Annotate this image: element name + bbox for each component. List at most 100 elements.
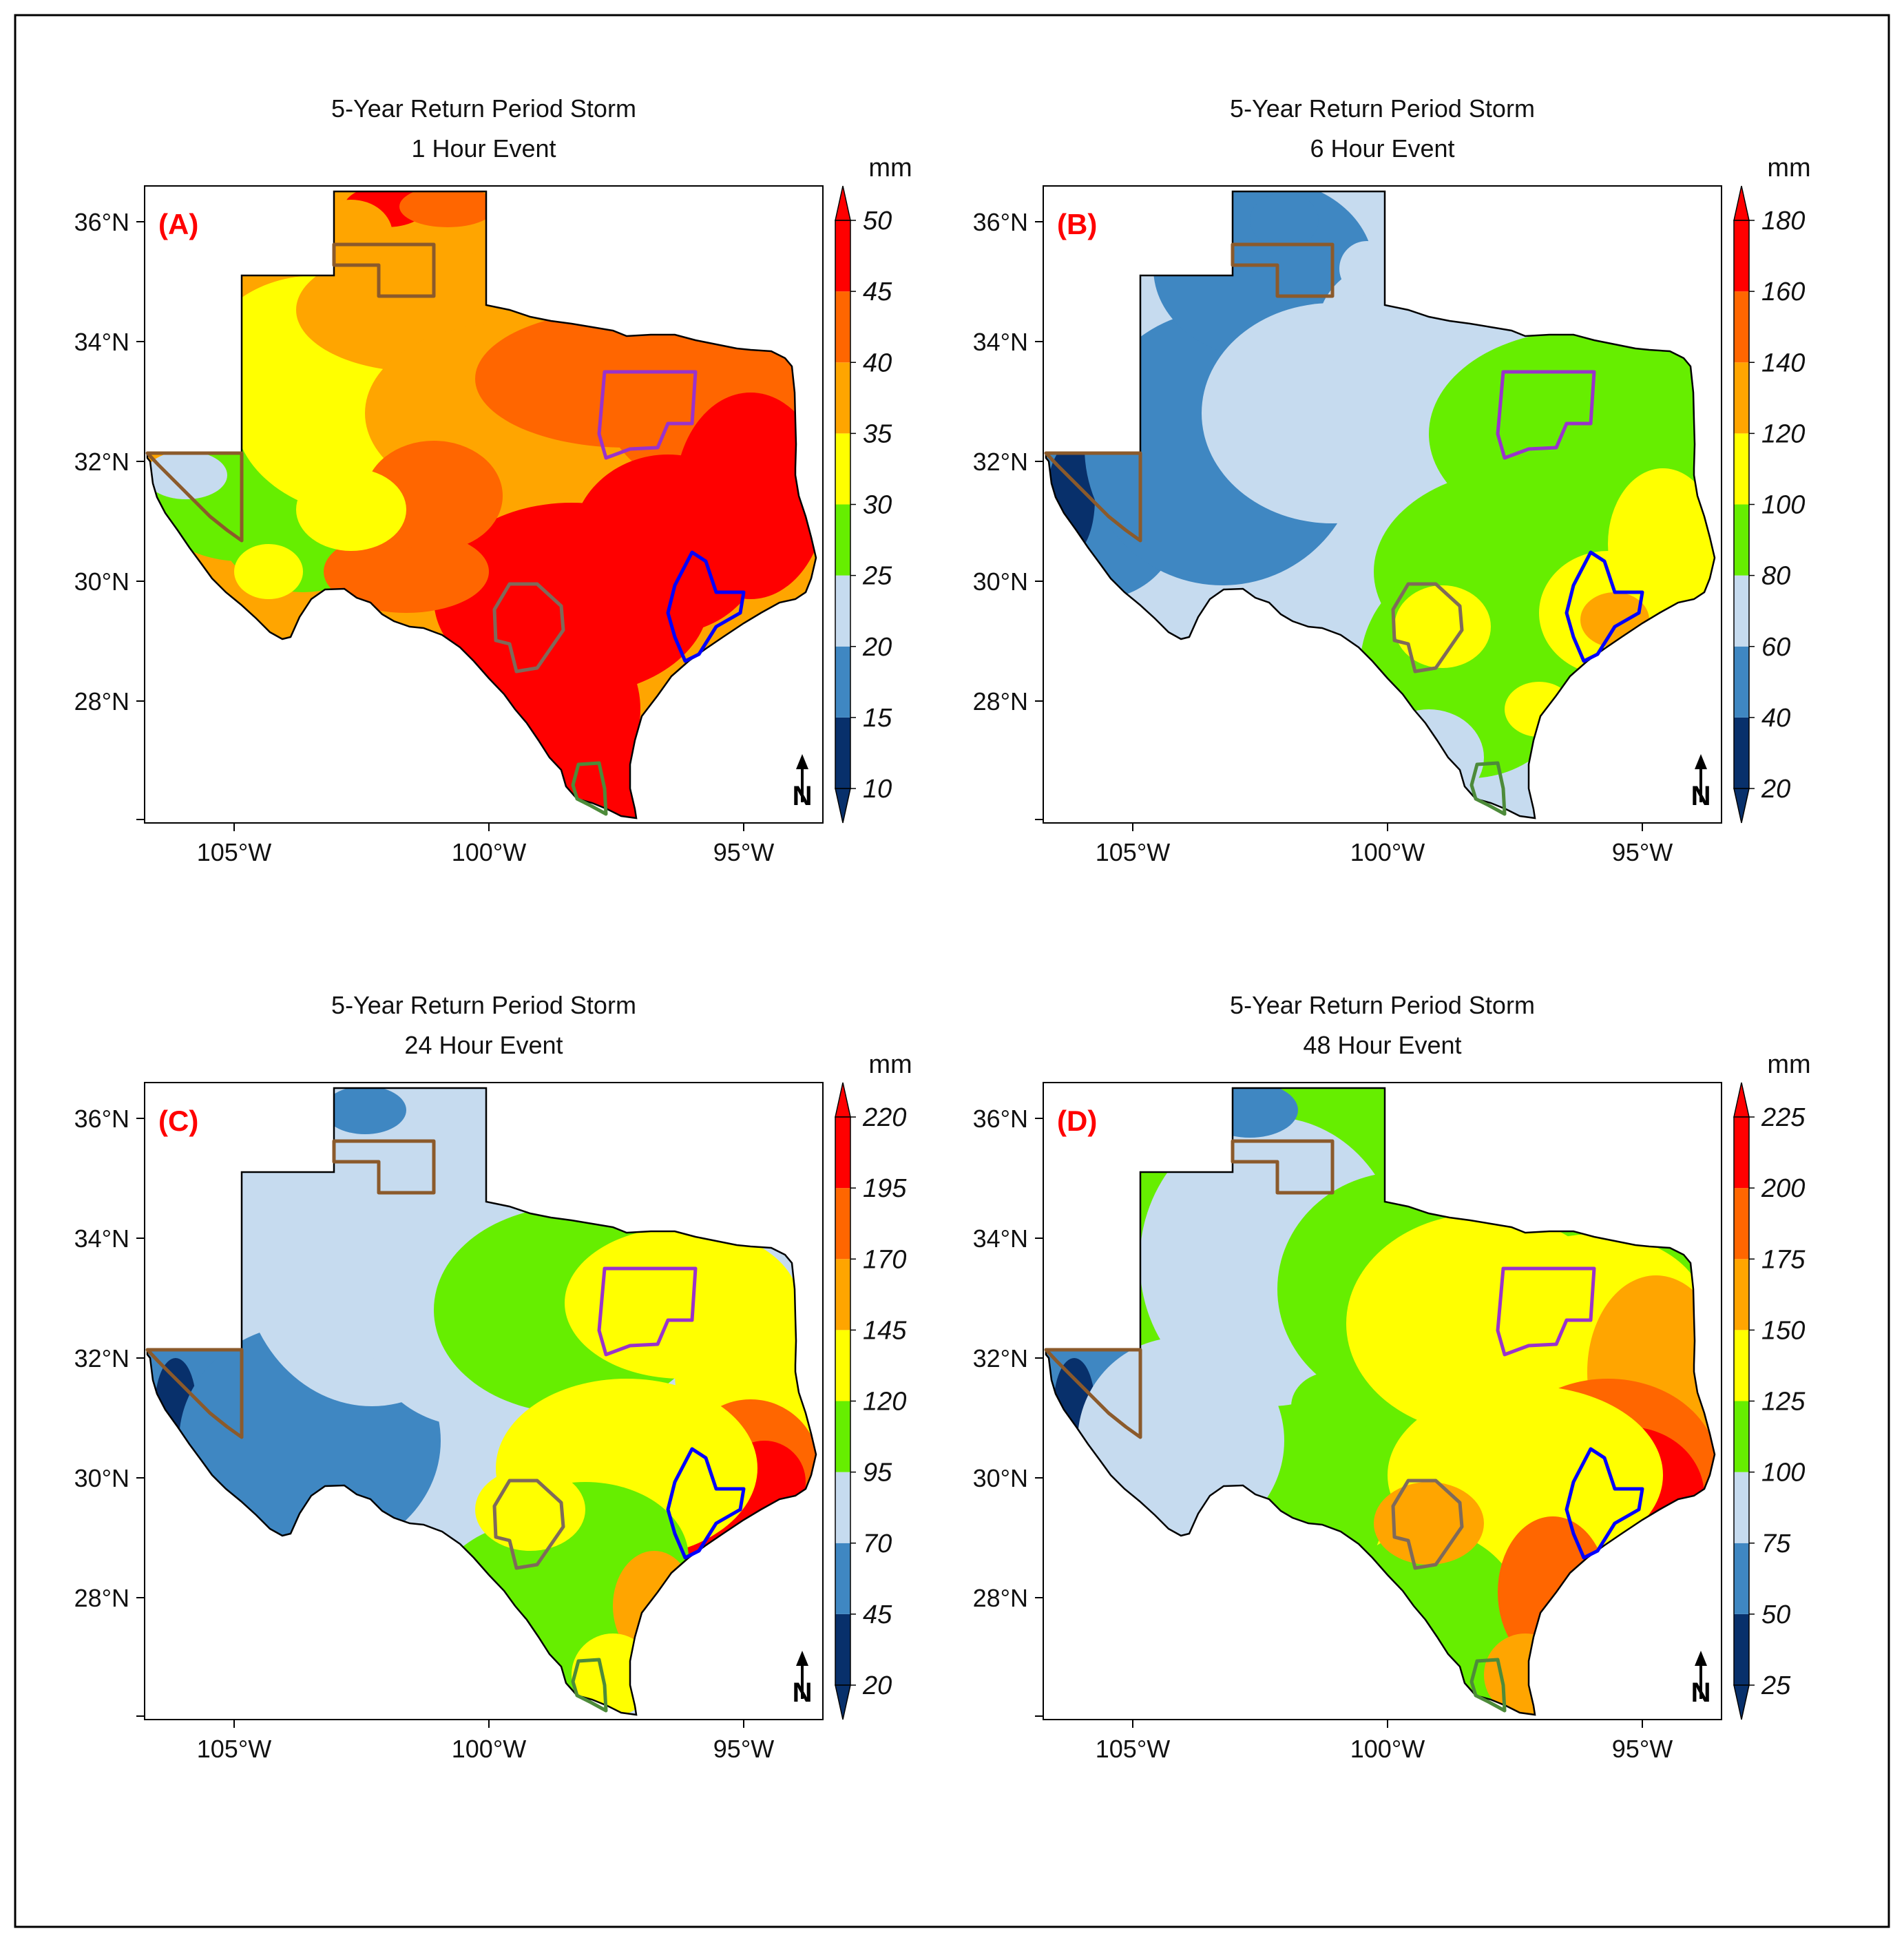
- y-tick-label: 30°N: [74, 567, 129, 596]
- legend-tick-label: 40: [1761, 704, 1790, 733]
- y-tick-label: 32°N: [74, 448, 129, 476]
- legend-tick-label: 100: [1761, 1459, 1805, 1487]
- legend-tick-label: 25: [862, 562, 892, 591]
- legend-swatch: [1734, 1259, 1749, 1330]
- legend-swatch: [1734, 1472, 1749, 1543]
- region-austin: [492, 582, 565, 674]
- panel-title-line2: 24 Hour Event: [404, 1031, 563, 1059]
- legend-swatch: [1734, 291, 1749, 363]
- panel-title-line2: 6 Hour Event: [1310, 134, 1454, 163]
- region-panhandle: [1231, 242, 1335, 298]
- texas-outline: [146, 1087, 817, 1716]
- north-label: N: [793, 781, 813, 811]
- north-arrow-head: [796, 754, 808, 769]
- panel-title-line2: 48 Hour Event: [1303, 1031, 1461, 1059]
- legend-swatch: [835, 433, 850, 505]
- legend-swatch: [835, 575, 850, 647]
- legend-tick-label: 30: [863, 491, 892, 520]
- y-tick-label: 28°N: [74, 1584, 129, 1612]
- region-panhandle: [1231, 1139, 1335, 1195]
- y-tick-label: 34°N: [74, 1224, 129, 1253]
- panel-title-line2: 1 Hour Event: [411, 134, 556, 163]
- north-label: N: [793, 1678, 813, 1708]
- legend-overflow-bottom: [1733, 788, 1750, 824]
- x-tick-label: 100°W: [1350, 838, 1425, 866]
- north-arrow-head: [1695, 754, 1707, 769]
- legend-swatch: [835, 1117, 850, 1189]
- legend-swatch: [1734, 646, 1749, 718]
- region-valley: [1469, 761, 1507, 816]
- legend-tick-label: 195: [863, 1174, 907, 1203]
- legend-overflow-bottom: [835, 1684, 851, 1720]
- legend-tick-label: 125: [1761, 1388, 1806, 1417]
- legend-swatch: [835, 1259, 850, 1330]
- legend-unit: mm: [1767, 154, 1810, 182]
- y-tick-label: 34°N: [973, 1224, 1028, 1253]
- region-elpaso: [1044, 451, 1142, 543]
- panel-title-line1: 5-Year Return Period Storm: [1230, 94, 1535, 123]
- panel-title-line1: 5-Year Return Period Storm: [1230, 991, 1535, 1019]
- precip-region: [1339, 241, 1394, 296]
- legend-tick-label: 80: [1761, 562, 1790, 591]
- x-tick-label: 105°W: [197, 838, 271, 866]
- legend-overflow-top: [1733, 185, 1750, 221]
- region-houston: [666, 1447, 746, 1560]
- legend-tick-label: 20: [862, 1671, 892, 1700]
- legend-tick-label: 50: [863, 207, 892, 236]
- precip-region: [1374, 1482, 1484, 1565]
- legend-colorbar: mm 20 45 70 95 120 145 170 195 220: [835, 1050, 912, 1720]
- legend-swatch: [1734, 362, 1749, 434]
- precip-region: [1291, 1372, 1374, 1441]
- y-tick-label: 32°N: [74, 1344, 129, 1372]
- panel-label: (A): [158, 208, 198, 240]
- x-tick-label: 100°W: [1350, 1735, 1425, 1763]
- legend-swatch: [1734, 1117, 1749, 1189]
- panel-a: 5-Year Return Period Storm 1 Hour Event (A…: [74, 94, 912, 866]
- region-panhandle: [332, 1139, 436, 1195]
- y-tick-label: 36°N: [973, 1105, 1028, 1133]
- region-dallas: [597, 370, 698, 460]
- precip-region: [399, 191, 496, 227]
- legend-tick-label: 20: [1761, 775, 1790, 804]
- legend-tick-label: 45: [863, 278, 892, 306]
- legend-swatch: [835, 1188, 850, 1260]
- panels-root: 5-Year Return Period Storm 1 Hour Event (A…: [74, 94, 1811, 1763]
- legend-overflow-top: [835, 185, 851, 221]
- precip-region: [296, 468, 406, 551]
- y-tick-label: 30°N: [973, 1464, 1028, 1492]
- y-tick-label: 30°N: [973, 567, 1028, 596]
- region-valley: [571, 1658, 608, 1713]
- legend-overflow-top: [1733, 1082, 1750, 1118]
- panel-label: (C): [158, 1105, 198, 1137]
- legend-tick-label: 160: [1761, 278, 1805, 306]
- x-tick-label: 100°W: [452, 1735, 526, 1763]
- legend-swatch: [835, 1543, 850, 1614]
- legend-tick-label: 180: [1761, 207, 1805, 236]
- legend-swatch: [835, 504, 850, 576]
- legend-swatch: [835, 717, 850, 789]
- legend-tick-label: 50: [1761, 1600, 1790, 1629]
- x-tick-label: 95°W: [713, 838, 774, 866]
- region-valley: [1469, 1658, 1507, 1713]
- y-tick-label: 36°N: [74, 208, 129, 236]
- y-tick-label: 28°N: [973, 1584, 1028, 1612]
- region-houston: [666, 550, 746, 663]
- region-valley: [571, 761, 608, 816]
- legend-tick-label: 70: [863, 1529, 892, 1558]
- legend-swatch: [835, 646, 850, 718]
- legend-swatch: [1734, 1401, 1749, 1472]
- y-tick-label: 32°N: [973, 1344, 1028, 1372]
- legend-overflow-bottom: [835, 788, 851, 824]
- legend-tick-label: 145: [863, 1316, 907, 1345]
- north-arrow-head: [796, 1651, 808, 1666]
- legend-unit: mm: [1767, 1050, 1810, 1079]
- legend-tick-label: 15: [863, 704, 892, 733]
- legend-unit: mm: [868, 154, 912, 182]
- region-dallas: [1496, 370, 1596, 460]
- legend-swatch: [1734, 1330, 1749, 1401]
- north-arrow-icon: N: [793, 1651, 813, 1708]
- legend-tick-label: 150: [1761, 1316, 1805, 1345]
- x-tick-label: 105°W: [1096, 838, 1170, 866]
- legend-swatch: [1734, 1188, 1749, 1260]
- legend-tick-label: 120: [1761, 419, 1805, 448]
